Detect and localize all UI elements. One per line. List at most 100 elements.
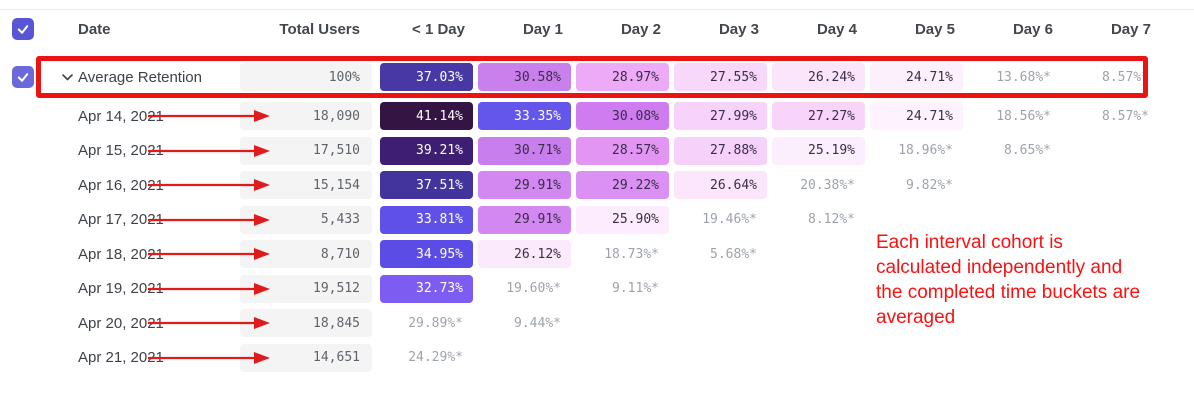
retention-cell-estimated: 9.44%* xyxy=(514,315,561,331)
annotation-text: Each interval cohort is calculated indep… xyxy=(876,232,1141,328)
retention-cell-empty xyxy=(772,309,865,337)
cohort-row: Apr 17, 2021 5,433 33.81% 29.91% 25.90% 19.46… xyxy=(0,203,1194,238)
column-header-day: Day 2 xyxy=(620,20,661,38)
retention-cell-empty xyxy=(1066,344,1159,372)
column-header-day: Day 4 xyxy=(816,20,857,38)
cohort-date-label: Apr 21, 2021 xyxy=(78,349,164,367)
retention-cell: 24.71% xyxy=(870,63,963,91)
retention-cell-empty xyxy=(674,309,767,337)
cohort-date-label: Apr 18, 2021 xyxy=(78,245,164,263)
average-total-users-cell: 100% xyxy=(240,63,372,91)
column-header-day: Day 1 xyxy=(522,20,563,38)
average-retention-checkbox[interactable] xyxy=(12,66,34,88)
retention-cell: 30.58% xyxy=(478,63,571,91)
red-annotation-arrow xyxy=(148,110,270,123)
retention-cell-estimated: 9.11%* xyxy=(612,281,659,297)
red-annotation-arrow xyxy=(148,282,270,295)
retention-cell-estimated: 18.56%* xyxy=(996,108,1051,124)
column-header-date: Date xyxy=(78,20,111,38)
table-header-row: Date Total Users < 1 Day Day 1 Day 2 Day 3 D… xyxy=(0,13,1194,45)
retention-cell: 29.91% xyxy=(478,205,571,234)
average-retention-row: Average Retention 100% 37.03% 30.58% 28.97… xyxy=(0,55,1194,99)
retention-cell-estimated: 13.68%* xyxy=(996,69,1051,85)
retention-cell: 27.27% xyxy=(772,102,865,131)
retention-cell-estimated: 5.68%* xyxy=(710,246,757,262)
retention-cell: 27.55% xyxy=(674,63,767,91)
retention-cell: 24.71% xyxy=(870,102,963,131)
retention-cell-empty xyxy=(576,344,669,372)
cohort-date-label: Apr 20, 2021 xyxy=(78,314,164,332)
retention-cell-estimated: 20.38%* xyxy=(800,177,855,193)
retention-cell-estimated: 8.57%* xyxy=(1102,69,1149,85)
average-retention-label: Average Retention xyxy=(78,68,202,86)
retention-cell-empty xyxy=(576,309,669,337)
retention-cell: 37.51% xyxy=(380,171,473,200)
retention-cell: 28.57% xyxy=(576,136,669,165)
retention-cell: 29.22% xyxy=(576,171,669,200)
cohort-row: Apr 19, 2021 19,512 32.73% 19.60%* 9.11%* xyxy=(0,272,1194,307)
red-annotation-arrow xyxy=(148,144,270,157)
cohort-date-label: Apr 16, 2021 xyxy=(78,176,164,194)
cohort-row: Apr 20, 2021 18,845 29.89%* 9.44%* xyxy=(0,306,1194,341)
retention-cell-estimated: 9.82%* xyxy=(906,177,953,193)
red-annotation-arrow xyxy=(148,351,270,364)
column-header-day: Day 5 xyxy=(914,20,955,38)
retention-cell: 25.90% xyxy=(576,205,669,234)
retention-cell-empty xyxy=(1066,171,1159,199)
retention-cell: 33.35% xyxy=(478,102,571,131)
retention-cell-estimated: 18.96%* xyxy=(898,143,953,159)
retention-cell-empty xyxy=(478,344,571,372)
retention-cell: 29.91% xyxy=(478,171,571,200)
red-annotation-arrow xyxy=(148,213,270,226)
checkmark-icon xyxy=(17,25,29,34)
retention-cell: 26.64% xyxy=(674,171,767,200)
retention-cell-empty xyxy=(968,344,1061,372)
retention-cell: 37.03% xyxy=(380,63,473,91)
red-annotation-arrow xyxy=(148,179,270,192)
retention-cell-empty xyxy=(968,171,1061,199)
checkmark-icon xyxy=(17,73,29,82)
column-header-day: Day 6 xyxy=(1012,20,1053,38)
cohort-date-label: Apr 15, 2021 xyxy=(78,142,164,160)
day-column-headers: < 1 Day Day 1 Day 2 Day 3 Day 4 Day 5 Day 6 Day… xyxy=(380,21,1159,38)
retention-cell: 26.24% xyxy=(772,63,865,91)
retention-cell: 27.88% xyxy=(674,136,767,165)
retention-cell-empty xyxy=(674,275,767,303)
cohort-row: Apr 18, 2021 8,710 34.95% 26.12% 18.73%* 5.68… xyxy=(0,237,1194,272)
column-header-day: Day 7 xyxy=(1110,20,1151,38)
retention-cell-estimated: 19.60%* xyxy=(506,281,561,297)
retention-cell-empty xyxy=(772,275,865,303)
select-all-checkbox[interactable] xyxy=(12,18,34,40)
retention-cell: 33.81% xyxy=(380,205,473,234)
retention-cell: 30.08% xyxy=(576,102,669,131)
table-top-border xyxy=(0,9,1194,10)
cohort-row: Apr 16, 2021 15,154 37.51% 29.91% 29.22% 26.6… xyxy=(0,168,1194,203)
retention-cell: 25.19% xyxy=(772,136,865,165)
cohort-date-label: Apr 17, 2021 xyxy=(78,211,164,229)
retention-cell: 27.99% xyxy=(674,102,767,131)
retention-cell: 34.95% xyxy=(380,240,473,269)
retention-cell-estimated: 29.89%* xyxy=(408,315,463,331)
column-header-day: < 1 Day xyxy=(412,20,465,38)
cohort-date-label: Apr 14, 2021 xyxy=(78,107,164,125)
cohort-row: Apr 15, 2021 17,510 39.21% 30.71% 28.57% 27.8… xyxy=(0,134,1194,169)
total-users-cell: 18,845 xyxy=(240,309,372,338)
cohort-row: Apr 14, 2021 18,090 41.14% 33.35% 30.08% 27.9… xyxy=(0,99,1194,134)
retention-cell: 28.97% xyxy=(576,63,669,91)
retention-cell: 39.21% xyxy=(380,136,473,165)
retention-cell-empty xyxy=(772,344,865,372)
retention-cell: 30.71% xyxy=(478,136,571,165)
retention-cell: 26.12% xyxy=(478,240,571,269)
retention-cell-empty xyxy=(674,344,767,372)
retention-cell-empty xyxy=(772,240,865,268)
red-annotation-arrow xyxy=(148,248,270,261)
retention-cell-estimated: 19.46%* xyxy=(702,212,757,228)
total-users-cell: 17,510 xyxy=(240,136,372,165)
expand-row-toggle[interactable] xyxy=(56,73,78,81)
retention-cell: 41.14% xyxy=(380,102,473,131)
cohort-row: Apr 21, 2021 14,651 24.29%* xyxy=(0,341,1194,376)
chevron-down-icon xyxy=(61,73,73,80)
red-annotation-arrow xyxy=(148,317,270,330)
cohort-date-label: Apr 19, 2021 xyxy=(78,280,164,298)
